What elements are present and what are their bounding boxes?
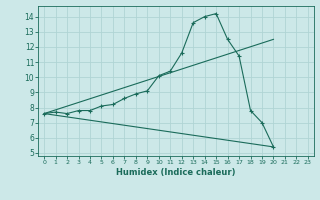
X-axis label: Humidex (Indice chaleur): Humidex (Indice chaleur) bbox=[116, 168, 236, 177]
